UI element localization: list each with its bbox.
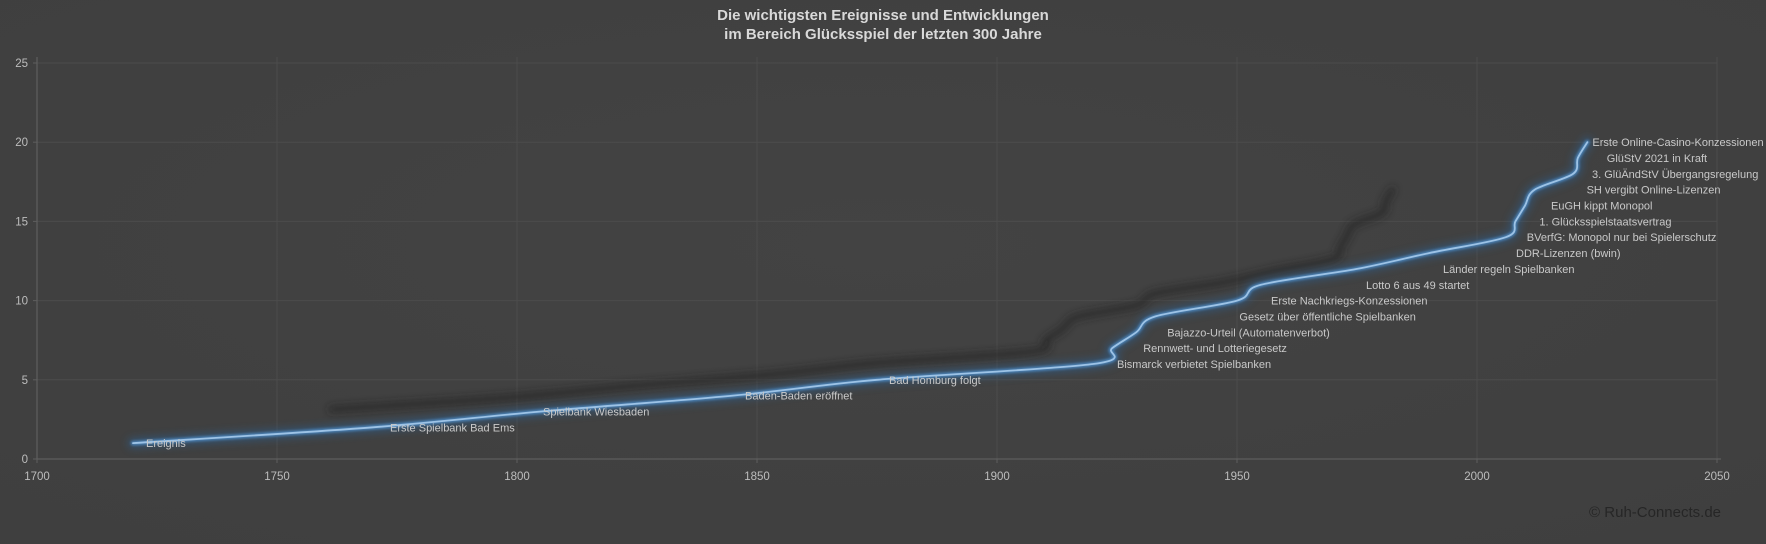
y-tick-label: 15: [15, 216, 28, 228]
event-label: Lotto 6 aus 49 startet: [1366, 280, 1469, 292]
event-label: Bad Homburg folgt: [889, 375, 981, 387]
event-label: Länder regeln Spielbanken: [1443, 264, 1575, 276]
y-tick-label: 5: [22, 375, 28, 387]
event-label: 3. GlüÄndStV Übergangsregelung: [1592, 169, 1758, 181]
event-label: GlüStV 2021 in Kraft: [1607, 153, 1707, 165]
event-label: DDR-Lizenzen (bwin): [1516, 248, 1621, 260]
y-tick-label: 10: [15, 296, 28, 308]
copyright-text: © Ruh-Connects.de: [1589, 504, 1721, 521]
x-tick-label: 1750: [264, 471, 290, 483]
chart-title-line1: Die wichtigsten Ereignisse und Entwicklu…: [717, 7, 1049, 24]
x-tick-label: 1900: [984, 471, 1010, 483]
y-tick-label: 20: [15, 137, 28, 149]
x-tick-label: 1850: [744, 471, 770, 483]
event-line-glow-outer: [127, 136, 1593, 449]
event-label: Gesetz über öffentliche Spielbanken: [1239, 311, 1416, 323]
event-label: Baden-Baden eröffnet: [745, 391, 852, 403]
event-label: SH vergibt Online-Lizenzen: [1587, 185, 1721, 197]
event-line-glow-inner: [130, 139, 1590, 446]
line-shadow: [327, 186, 1396, 413]
event-label: 1. Glücksspielstaatsvertrag: [1539, 216, 1671, 228]
y-tick-label: 25: [15, 58, 28, 70]
y-tick-label: 0: [22, 454, 28, 466]
event-label: Rennwett- und Lotteriegesetz: [1143, 343, 1287, 355]
event-label: Bismarck verbietet Spielbanken: [1117, 359, 1271, 371]
event-label: Erste Online-Casino-Konzessionen: [1592, 137, 1763, 149]
event-line: [132, 141, 1589, 445]
chart-title-line2: im Bereich Glücksspiel der letzten 300 J…: [724, 26, 1042, 43]
chart-title: Die wichtigsten Ereignisse und Entwicklu…: [0, 6, 1766, 44]
x-tick-label: 2000: [1464, 471, 1490, 483]
x-tick-label: 2050: [1704, 471, 1730, 483]
x-tick-label: 1800: [504, 471, 530, 483]
event-label: Spielbank Wiesbaden: [543, 406, 649, 418]
x-tick-label: 1950: [1224, 471, 1250, 483]
event-label: Ereignis: [146, 438, 186, 450]
event-label: EuGH kippt Monopol: [1551, 201, 1653, 213]
event-label: Bajazzo-Urteil (Automatenverbot): [1167, 327, 1330, 339]
x-tick-label: 1700: [24, 471, 50, 483]
event-label: Erste Spielbank Bad Ems: [390, 422, 515, 434]
event-label: Erste Nachkriegs-Konzessionen: [1271, 296, 1428, 308]
event-label: BVerfG: Monopol nur bei Spielerschutz: [1527, 232, 1717, 244]
